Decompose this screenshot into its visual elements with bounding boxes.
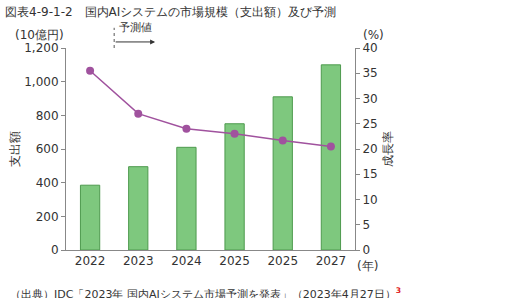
svg-text:30: 30 xyxy=(362,92,377,106)
svg-text:0: 0 xyxy=(362,243,370,257)
svg-text:2022: 2022 xyxy=(75,254,106,268)
svg-text:図表4-9-1-2 国内AIシステムの市場規模（支出額）及び: 図表4-9-1-2 国内AIシステムの市場規模（支出額）及び予測 xyxy=(5,5,336,19)
svg-text:支出額: 支出額 xyxy=(8,131,22,167)
svg-text:5: 5 xyxy=(362,218,370,232)
svg-text:予測値: 予測値 xyxy=(119,21,152,34)
svg-text:成長率: 成長率 xyxy=(381,131,395,167)
svg-text:600: 600 xyxy=(36,142,59,156)
svg-text:40: 40 xyxy=(362,41,377,55)
svg-text:1,200: 1,200 xyxy=(24,41,58,55)
svg-text:2023: 2023 xyxy=(123,254,154,268)
svg-text:(10億円): (10億円) xyxy=(15,28,64,42)
svg-text:2025: 2025 xyxy=(267,254,298,268)
svg-text:800: 800 xyxy=(36,109,59,123)
svg-text:25: 25 xyxy=(362,117,377,131)
svg-text:200: 200 xyxy=(36,210,59,224)
svg-text:(%): (%) xyxy=(363,28,384,42)
svg-text:1,000: 1,000 xyxy=(24,75,58,89)
svg-text:10: 10 xyxy=(362,193,377,207)
svg-text:(年): (年) xyxy=(357,259,378,273)
svg-text:2024: 2024 xyxy=(171,254,202,268)
svg-text:0: 0 xyxy=(51,243,59,257)
svg-text:400: 400 xyxy=(36,176,59,190)
svg-text:20: 20 xyxy=(362,142,377,156)
svg-text:15: 15 xyxy=(362,167,377,181)
svg-text:2025: 2025 xyxy=(219,254,250,268)
svg-text:（出典）IDC「2023年 国内AIシステム市場予測を発表」: （出典）IDC「2023年 国内AIシステム市場予測を発表」（2023年4月27… xyxy=(10,286,401,298)
svg-text:2027: 2027 xyxy=(316,254,347,268)
svg-text:35: 35 xyxy=(362,66,377,80)
